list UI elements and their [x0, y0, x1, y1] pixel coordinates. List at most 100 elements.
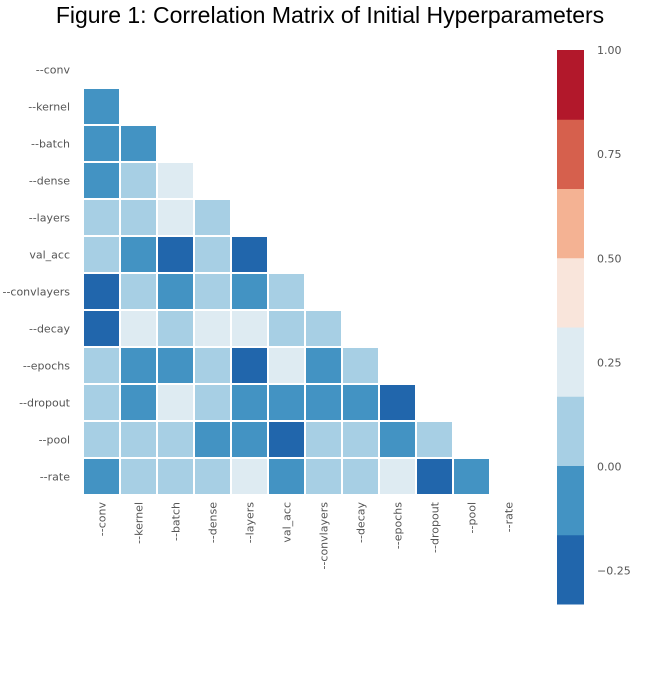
- x-tick-label: --rate: [503, 502, 516, 533]
- heatmap-cell: [82, 309, 121, 348]
- heatmap-cell: [230, 272, 269, 311]
- heatmap-cell: [304, 420, 343, 459]
- heatmap-cell: [230, 420, 269, 459]
- heatmap-cell: [304, 309, 343, 348]
- heatmap-cell: [193, 346, 232, 385]
- heatmap-cell: [341, 457, 380, 496]
- heatmap-cell: [119, 272, 158, 311]
- colorbar-tick-label: 0.75: [597, 148, 622, 161]
- heatmap-cell: [82, 87, 121, 126]
- heatmap-cell: [156, 383, 195, 422]
- heatmap-cell: [193, 198, 232, 237]
- heatmap-cell: [415, 457, 454, 496]
- heatmap-cell: [193, 309, 232, 348]
- heatmap-cell: [119, 420, 158, 459]
- heatmap-cell: [156, 235, 195, 274]
- heatmap-cell: [82, 420, 121, 459]
- heatmap-cell: [341, 346, 380, 385]
- heatmap-cell: [119, 346, 158, 385]
- x-tick-label: val_acc: [281, 502, 294, 543]
- heatmap-cell: [82, 198, 121, 237]
- heatmap-cell: [267, 309, 306, 348]
- heatmap-cell: [267, 272, 306, 311]
- heatmap-cell: [82, 272, 121, 311]
- heatmap-cell: [230, 346, 269, 385]
- heatmap-cell: [415, 420, 454, 459]
- x-tick-label: --layers: [244, 502, 257, 544]
- heatmap-cell: [119, 124, 158, 163]
- y-tick-label: --convlayers: [2, 286, 70, 299]
- heatmap-cell: [452, 457, 491, 496]
- heatmap-cell: [267, 346, 306, 385]
- heatmap-cell: [341, 383, 380, 422]
- chart-title: Figure 1: Correlation Matrix of Initial …: [56, 2, 604, 28]
- heatmap-cell: [378, 420, 417, 459]
- colorbar: [557, 50, 584, 605]
- heatmap-cell: [119, 198, 158, 237]
- heatmap-cell: [341, 420, 380, 459]
- heatmap-cell: [230, 383, 269, 422]
- colorbar-segment: [557, 50, 584, 120]
- colorbar-tick-label: 0.00: [597, 461, 622, 474]
- x-tick-label: --convlayers: [318, 502, 331, 570]
- heatmap-cell: [156, 420, 195, 459]
- colorbar-segment: [557, 188, 584, 259]
- colorbar-segment: [557, 119, 584, 189]
- y-tick-label: --layers: [29, 212, 71, 225]
- x-tick-label: --batch: [170, 502, 183, 541]
- heatmap-cell: [82, 383, 121, 422]
- colorbar-tick-label: 0.50: [597, 252, 622, 265]
- y-tick-label: --decay: [29, 323, 70, 336]
- heatmap-cell: [378, 457, 417, 496]
- heatmap-cell: [267, 420, 306, 459]
- y-tick-label: --conv: [36, 64, 71, 77]
- y-tick-label: --dropout: [19, 397, 71, 410]
- heatmap-cell: [119, 235, 158, 274]
- heatmap-cell: [304, 383, 343, 422]
- heatmap-cell: [230, 309, 269, 348]
- heatmap-cell: [193, 383, 232, 422]
- heatmap-cell: [119, 161, 158, 200]
- colorbar-segment: [557, 327, 584, 397]
- y-tick-label: --batch: [31, 138, 70, 151]
- heatmap-cells: [82, 87, 491, 496]
- heatmap-cell: [230, 235, 269, 274]
- heatmap-cell: [193, 235, 232, 274]
- heatmap-cell: [193, 420, 232, 459]
- heatmap-cell: [156, 457, 195, 496]
- heatmap-cell: [156, 309, 195, 348]
- colorbar-tick-label: 1.00: [597, 44, 622, 57]
- heatmap-cell: [156, 198, 195, 237]
- y-tick-label: --dense: [29, 175, 70, 188]
- x-tick-label: --decay: [355, 502, 368, 543]
- heatmap-cell: [82, 124, 121, 163]
- heatmap-cell: [304, 346, 343, 385]
- y-tick-label: --kernel: [28, 101, 70, 114]
- colorbar-tick-label: 0.25: [597, 356, 622, 369]
- heatmap-cell: [156, 272, 195, 311]
- heatmap-cell: [267, 383, 306, 422]
- colorbar-tick-labels: 1.00 0.75 0.50 0.25 0.00 −0.25: [597, 44, 631, 578]
- heatmap-cell: [82, 235, 121, 274]
- x-tick-label: --dropout: [429, 501, 442, 553]
- colorbar-segment: [557, 257, 584, 328]
- heatmap-cell: [119, 383, 158, 422]
- colorbar-segment: [557, 396, 584, 466]
- heatmap-cell: [378, 383, 417, 422]
- heatmap-cell: [82, 457, 121, 496]
- heatmap-cell: [193, 272, 232, 311]
- y-axis-tick-labels: --conv --kernel --batch --dense --layers val_…: [2, 64, 70, 484]
- colorbar-tick-label: −0.25: [597, 565, 631, 578]
- x-tick-label: --pool: [466, 502, 479, 533]
- y-tick-label: --rate: [40, 471, 71, 484]
- heatmap-cell: [267, 457, 306, 496]
- heatmap-cell: [119, 457, 158, 496]
- heatmap-cell: [193, 457, 232, 496]
- x-tick-label: --dense: [207, 502, 220, 543]
- x-tick-label: --epochs: [392, 502, 405, 549]
- x-tick-label: --kernel: [133, 502, 146, 544]
- heatmap-cell: [304, 457, 343, 496]
- colorbar-segment: [557, 534, 584, 605]
- heatmap-cell: [82, 346, 121, 385]
